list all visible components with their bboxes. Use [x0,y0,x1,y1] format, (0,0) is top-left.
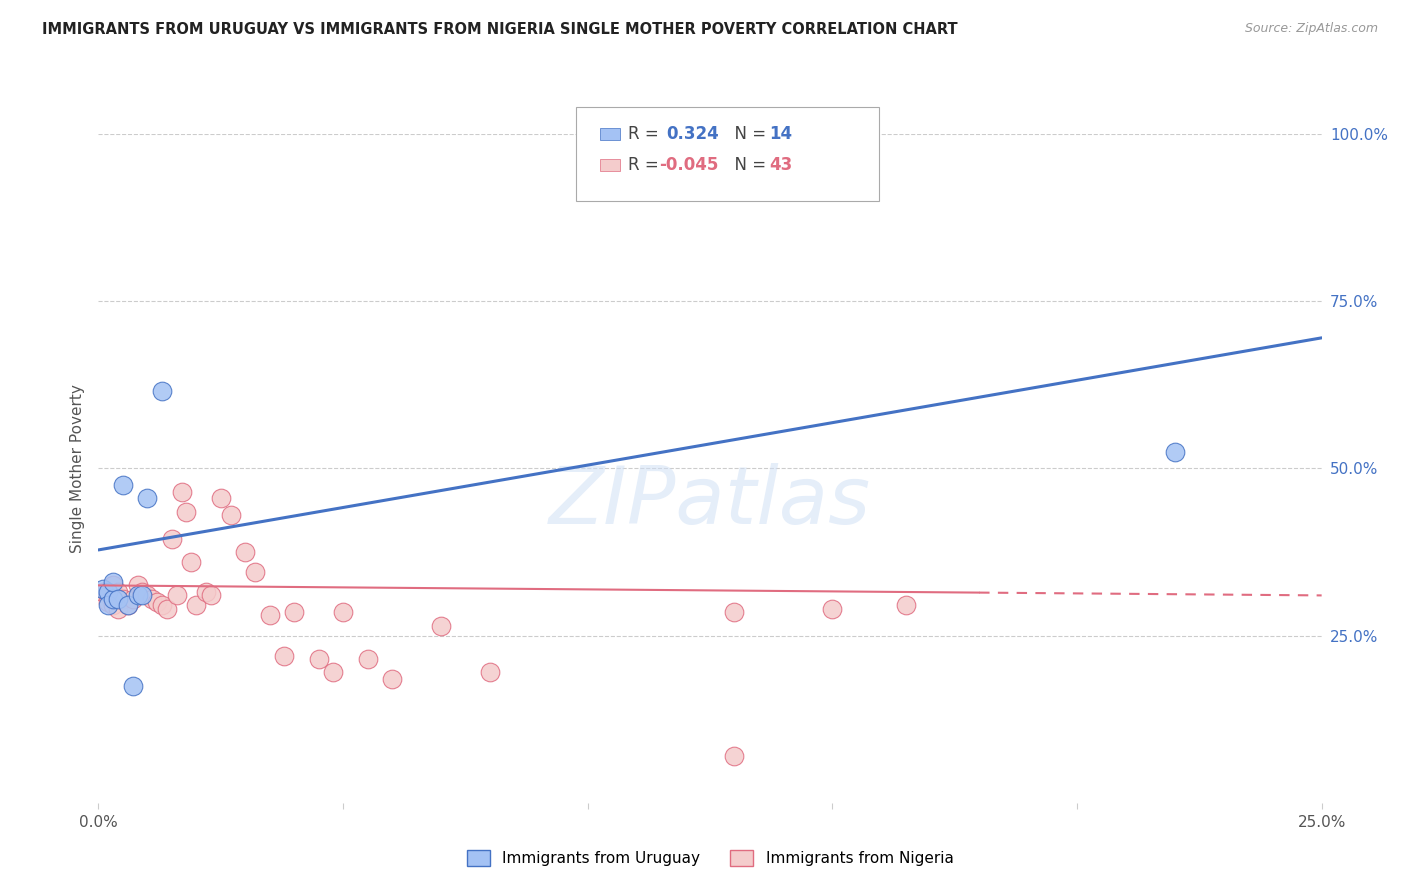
Point [233,545,256,559]
Point [273,648,295,663]
Point [136,491,159,506]
Point [356,652,378,666]
Text: -0.045: -0.045 [659,156,718,174]
Point [107,591,129,606]
Text: 43: 43 [769,156,793,174]
Point [160,532,183,546]
Point [156,602,179,616]
Point [478,665,501,680]
Text: N =: N = [724,156,772,174]
Point [127,578,149,592]
Point [322,665,344,680]
Point [97,589,120,603]
Text: R =: R = [628,156,665,174]
Point [127,589,149,603]
Text: ZIPatlas: ZIPatlas [548,463,872,541]
Point [121,679,143,693]
Point [195,585,218,599]
Point [91,582,114,596]
Point [136,589,159,603]
Point [131,585,153,599]
Point [131,589,153,603]
Point [209,491,232,506]
Point [97,595,120,609]
Point [1164,444,1187,458]
Point [381,672,404,686]
Point [243,565,266,579]
Point [150,384,173,399]
Point [97,585,120,599]
Text: 0.324: 0.324 [666,125,720,143]
Point [170,484,193,499]
Point [176,505,198,519]
Point [180,555,202,569]
Point [259,608,281,623]
Text: N =: N = [724,125,772,143]
Point [107,602,129,616]
Text: Source: ZipAtlas.com: Source: ZipAtlas.com [1244,22,1378,36]
Text: 14: 14 [769,125,792,143]
Point [97,599,120,613]
Point [117,599,139,613]
Text: R =: R = [628,125,669,143]
Point [166,589,188,603]
Point [894,599,917,613]
Point [117,599,139,613]
Point [107,585,129,599]
Text: IMMIGRANTS FROM URUGUAY VS IMMIGRANTS FROM NIGERIA SINGLE MOTHER POVERTY CORRELA: IMMIGRANTS FROM URUGUAY VS IMMIGRANTS FR… [42,22,957,37]
Point [146,595,169,609]
Point [101,599,124,613]
Point [308,652,330,666]
Point [186,599,208,613]
Point [219,508,242,523]
Y-axis label: Single Mother Poverty: Single Mother Poverty [69,384,84,553]
Point [332,605,354,619]
Point [121,591,143,606]
Point [101,578,124,592]
Point [723,605,745,619]
Point [723,749,745,764]
Point [283,605,305,619]
Point [200,589,222,603]
Legend: Immigrants from Uruguay, Immigrants from Nigeria: Immigrants from Uruguay, Immigrants from… [461,844,959,872]
Point [111,591,134,606]
Point [821,602,844,616]
Point [101,591,124,606]
Point [111,478,134,492]
Point [141,591,163,606]
Point [430,618,453,632]
Point [91,585,114,599]
Point [101,575,124,590]
Point [150,599,173,613]
